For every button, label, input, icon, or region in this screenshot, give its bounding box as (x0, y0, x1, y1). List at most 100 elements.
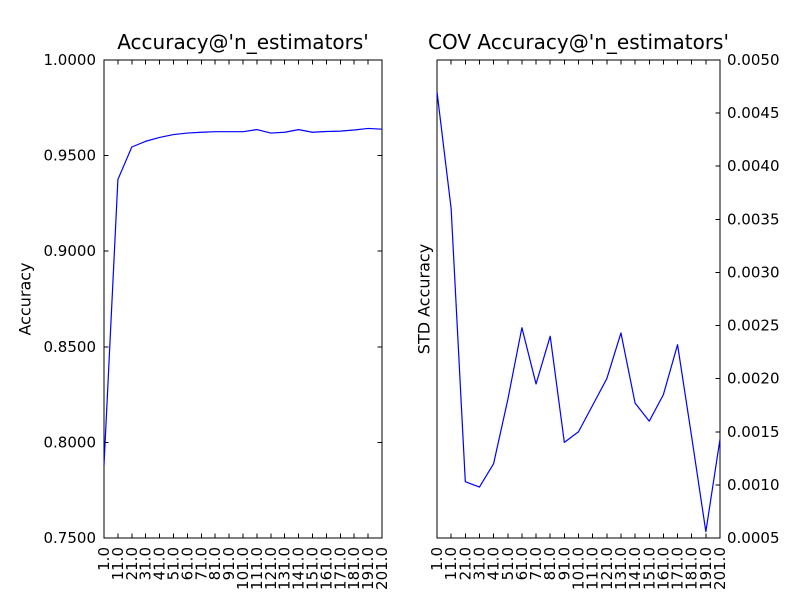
x-tick-label: 31.0 (470, 547, 488, 580)
x-tick-label: 181.0 (345, 547, 363, 590)
svg-text:141.0: 141.0 (290, 547, 308, 590)
x-tick-label: 101.0 (234, 547, 252, 590)
x-tick-label: 11.0 (442, 547, 460, 580)
svg-text:31.0: 31.0 (470, 547, 488, 580)
svg-text:131.0: 131.0 (612, 547, 630, 590)
svg-text:61.0: 61.0 (513, 547, 531, 580)
x-tick-label: 91.0 (220, 547, 238, 580)
svg-text:141.0: 141.0 (626, 547, 644, 590)
x-tick-label: 91.0 (555, 547, 573, 580)
svg-text:31.0: 31.0 (137, 547, 155, 580)
tick-marks (436, 59, 721, 539)
x-tick-label: 111.0 (584, 547, 602, 590)
x-tick-label: 51.0 (165, 547, 183, 580)
svg-text:91.0: 91.0 (555, 547, 573, 580)
svg-text:111.0: 111.0 (584, 547, 602, 590)
svg-text:11.0: 11.0 (442, 547, 460, 580)
x-tick-label: 61.0 (178, 547, 196, 580)
y-tick-label: 0.0010 (727, 476, 780, 494)
accuracy-panel: 1.011.021.031.041.051.061.071.081.091.01… (16, 30, 392, 590)
svg-text:81.0: 81.0 (541, 547, 559, 580)
x-tick-label: 81.0 (541, 547, 559, 580)
svg-text:101.0: 101.0 (570, 547, 588, 590)
y-tick-label: 0.0015 (727, 423, 780, 441)
x-tick-label: 21.0 (123, 547, 141, 580)
x-tick-label: 201.0 (711, 547, 729, 590)
chart-title: Accuracy@'n_estimators' (117, 30, 369, 54)
x-tick-label: 31.0 (137, 547, 155, 580)
y-tick-label: 0.0040 (727, 157, 780, 175)
y-axis-label: STD Accuracy (415, 244, 434, 354)
x-tick-label: 181.0 (683, 547, 701, 590)
axes-frame (436, 59, 721, 539)
svg-text:51.0: 51.0 (499, 547, 517, 580)
svg-text:101.0: 101.0 (234, 547, 252, 590)
svg-text:Accuracy: Accuracy (16, 262, 35, 335)
x-tick-label: 191.0 (359, 547, 377, 590)
data-line (436, 91, 721, 533)
y-tick-label: 0.0025 (727, 317, 780, 335)
x-tick-label: 71.0 (527, 547, 545, 580)
x-tick-label: 61.0 (513, 547, 531, 580)
x-tick-label: 21.0 (456, 547, 474, 580)
svg-text:181.0: 181.0 (683, 547, 701, 590)
svg-text:161.0: 161.0 (317, 547, 335, 590)
y-tick-label: 0.0045 (727, 104, 780, 122)
svg-text:41.0: 41.0 (485, 547, 503, 580)
tick-marks (103, 59, 383, 539)
x-tick-label: 71.0 (192, 547, 210, 580)
svg-text:111.0: 111.0 (248, 547, 266, 590)
x-tick-label: 161.0 (654, 547, 672, 590)
svg-text:171.0: 171.0 (331, 547, 349, 590)
svg-text:171.0: 171.0 (669, 547, 687, 590)
x-tick-label: 11.0 (109, 547, 127, 580)
svg-text:121.0: 121.0 (262, 547, 280, 590)
y-tick-label: 0.0030 (727, 263, 780, 281)
x-tick-label: 131.0 (612, 547, 630, 590)
data-line (103, 127, 383, 466)
svg-text:201.0: 201.0 (711, 547, 729, 590)
y-tick-label: 0.0035 (727, 210, 780, 228)
svg-text:81.0: 81.0 (206, 547, 224, 580)
svg-text:51.0: 51.0 (165, 547, 183, 580)
svg-text:161.0: 161.0 (654, 547, 672, 590)
x-tick-label: 131.0 (276, 547, 294, 590)
svg-text:21.0: 21.0 (456, 547, 474, 580)
svg-text:131.0: 131.0 (276, 547, 294, 590)
x-tick-label: 41.0 (485, 547, 503, 580)
x-tick-label: 51.0 (499, 547, 517, 580)
svg-text:91.0: 91.0 (220, 547, 238, 580)
x-tick-label: 1.0 (95, 547, 113, 571)
svg-text:1.0: 1.0 (428, 547, 446, 571)
y-tick-label: 0.8000 (44, 433, 97, 451)
x-tick-label: 1.0 (428, 547, 446, 571)
x-tick-label: 81.0 (206, 547, 224, 580)
svg-text:STD Accuracy: STD Accuracy (415, 244, 434, 354)
y-tick-label: 0.0005 (727, 529, 780, 547)
svg-text:191.0: 191.0 (359, 547, 377, 590)
svg-text:191.0: 191.0 (697, 547, 715, 590)
x-tick-label: 151.0 (304, 547, 322, 590)
x-tick-label: 101.0 (570, 547, 588, 590)
x-tick-label: 201.0 (373, 547, 391, 590)
svg-text:1.0: 1.0 (95, 547, 113, 571)
svg-text:151.0: 151.0 (304, 547, 322, 590)
y-tick-label: 0.0050 (727, 51, 780, 69)
svg-text:21.0: 21.0 (123, 547, 141, 580)
svg-text:71.0: 71.0 (192, 547, 210, 580)
x-tick-label: 121.0 (262, 547, 280, 590)
x-tick-label: 141.0 (626, 547, 644, 590)
x-tick-label: 171.0 (331, 547, 349, 590)
svg-text:151.0: 151.0 (640, 547, 658, 590)
svg-text:121.0: 121.0 (598, 547, 616, 590)
svg-text:201.0: 201.0 (373, 547, 391, 590)
svg-text:71.0: 71.0 (527, 547, 545, 580)
svg-text:181.0: 181.0 (345, 547, 363, 590)
cov-accuracy-panel: 1.011.021.031.041.051.061.071.081.091.01… (415, 30, 780, 590)
y-axis-label: Accuracy (16, 262, 35, 335)
x-tick-label: 41.0 (151, 547, 169, 580)
x-tick-label: 161.0 (317, 547, 335, 590)
chart-title: COV Accuracy@'n_estimators' (428, 30, 729, 54)
